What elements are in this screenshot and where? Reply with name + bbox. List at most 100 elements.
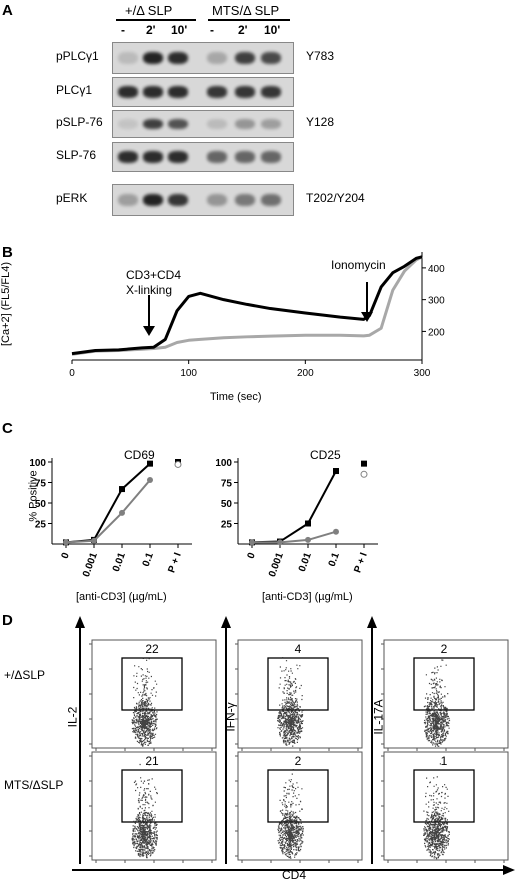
plot-frame [383, 639, 509, 749]
data-point [305, 520, 311, 527]
event-dots [423, 763, 450, 860]
blot-band [143, 86, 163, 98]
axis-label-cd4: CD4 [282, 868, 307, 882]
blot-band [207, 151, 227, 163]
pi-point [174, 460, 182, 468]
blot-protein-label: pPLCγ1 [56, 49, 99, 63]
blot-band [207, 118, 227, 130]
time-label: 10' [171, 23, 188, 37]
data-point [119, 486, 125, 493]
panel-b-label: B [2, 244, 13, 261]
annotation-xlinking-line1: CD3+CD4 [126, 268, 182, 282]
data-point [305, 536, 311, 543]
x-tick-label: 0.001 [267, 551, 286, 579]
x-arrow-head [503, 865, 515, 875]
col-label-il2: IL-2 [65, 706, 80, 728]
group-bar-2 [208, 19, 290, 21]
blot-band [261, 51, 281, 65]
chart-b-ylabel: [Ca+2] (FL5/FL4) [0, 261, 13, 347]
series-line [252, 530, 337, 544]
blot-band [143, 51, 163, 65]
y-tick-label: 400 [428, 264, 445, 275]
x-tick-label: P + I [166, 551, 183, 574]
blot-band [261, 193, 281, 207]
flow-plot: 22 [89, 639, 217, 751]
group-label-control: +/Δ SLP [125, 3, 173, 18]
arrow-head-ionomycin [361, 312, 373, 322]
blot-strip [112, 184, 294, 216]
data-point [333, 528, 339, 535]
data-point [91, 537, 97, 544]
blot-band [143, 118, 163, 130]
panel-a-label: A [2, 2, 13, 19]
blot-band [235, 51, 255, 65]
event-dots [277, 657, 304, 747]
chart-c-title-cd69: CD69 [124, 448, 155, 462]
y-tick-label: 25 [221, 520, 233, 531]
data-point [147, 477, 153, 484]
series-line [65, 479, 151, 544]
blot-band [235, 118, 255, 130]
x-tick-label: 0.1 [327, 551, 342, 568]
chart-c-title-cd25: CD25 [310, 448, 341, 462]
blot-protein-label: PLCγ1 [56, 83, 93, 97]
chart-c-xlabel-2: [anti-CD3] (µg/mL) [262, 591, 353, 603]
x-tick-label: 0.01 [111, 551, 128, 573]
blot-band [261, 118, 281, 130]
y-arrow-head [221, 616, 231, 628]
chart-b-xlabel: Time (sec) [210, 391, 262, 403]
gate-percentage: 2 [441, 642, 448, 656]
gate-box [267, 657, 329, 711]
blot-band [143, 193, 163, 207]
calcium-chart: 0 100 200 300 200 300 400 [69, 252, 445, 379]
y-tick-label: 50 [221, 499, 233, 510]
x-tick-label: 0 [69, 368, 75, 379]
panel-c-label: C [2, 420, 13, 437]
x-tick-label: 0.1 [141, 551, 156, 568]
series-line [71, 255, 423, 356]
y-tick-label: 50 [35, 499, 47, 510]
dose-response-charts: 25 50 75 100 0 0.001 0.01 0.1 P + I 25 50 75 100 0 0.0… [29, 458, 378, 579]
blot-band [118, 151, 138, 163]
group-bar-1 [116, 19, 196, 21]
time-label: - [121, 23, 125, 37]
chart-c-ylabel: % Positive [27, 470, 40, 522]
panel-b: 0 100 200 300 200 300 400 [0, 240, 520, 410]
event-dots [131, 657, 158, 747]
arrow-head-xlinking [143, 326, 155, 336]
blot-protein-label: pERK [56, 191, 88, 205]
col-label-il17a: IL-17A [371, 699, 386, 735]
group-label-mts: MTS/Δ SLP [212, 3, 280, 18]
y-arrow-head [75, 616, 85, 628]
blot-site-label: T202/Y204 [306, 191, 365, 205]
dose-chart: 25 50 75 100 0 0.001 0.01 0.1 P + I [29, 458, 192, 579]
blot-band [168, 51, 188, 65]
blot-band [235, 151, 255, 163]
blot-band [207, 193, 227, 207]
flow-plot: 4 [235, 639, 363, 751]
blot-protein-label: pSLP-76 [56, 115, 103, 129]
flow-plots: 22 4 221 2 1 [72, 616, 515, 875]
blot-band [118, 86, 138, 98]
gate-percentage: 4 [295, 642, 302, 656]
time-label: 10' [264, 23, 281, 37]
y-tick-label: 100 [215, 458, 232, 469]
time-label: 2' [238, 23, 248, 37]
y-tick-label: 200 [428, 327, 445, 338]
time-label: - [210, 23, 214, 37]
blot-strip [112, 77, 294, 107]
series-line [65, 462, 151, 544]
y-tick-label: 100 [29, 458, 46, 469]
panel-d-label: D [2, 612, 13, 629]
flow-plot: 1 [381, 751, 509, 863]
plot-frame [237, 751, 363, 861]
blot-strip [112, 42, 294, 74]
col-label-ifng: IFN-γ [223, 702, 238, 732]
event-dots [277, 769, 304, 859]
time-label: 2' [146, 23, 156, 37]
data-point [119, 509, 125, 516]
chart-c-xlabel-1: [anti-CD3] (µg/mL) [76, 591, 167, 603]
gate-box [121, 769, 183, 823]
pi-point [360, 470, 368, 478]
x-tick-label: 0 [246, 551, 258, 560]
